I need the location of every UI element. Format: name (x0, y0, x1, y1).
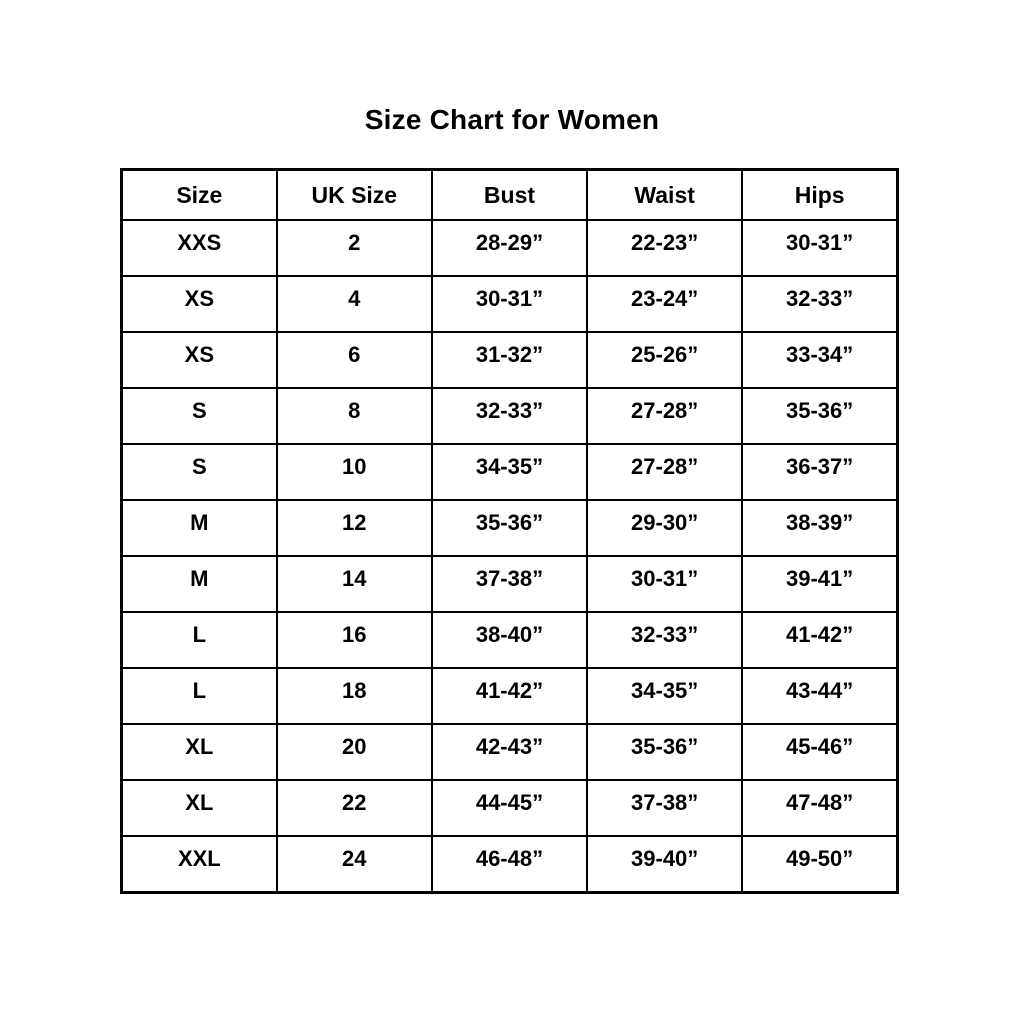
table-cell: 2 (275, 219, 433, 277)
table-cell: 34-35” (430, 443, 589, 501)
table-cell: 39-40” (586, 835, 744, 894)
table-cell: 27-28” (586, 387, 744, 445)
table-cell: 32-33” (741, 275, 899, 333)
table-cell: 35-36” (741, 387, 899, 445)
table-cell: 28-29” (430, 219, 589, 277)
table-cell: XL (120, 723, 278, 781)
table-cell: 49-50” (741, 835, 899, 894)
table-cell: 36-37” (741, 443, 899, 501)
table-header: Size UK Size Bust Waist Hips (120, 168, 899, 221)
table-cell: XS (120, 275, 278, 333)
table-cell: 22 (275, 779, 433, 837)
table-cell: 4 (275, 275, 433, 333)
table-cell: 10 (275, 443, 433, 501)
table-cell: M (120, 499, 278, 557)
table-row: XS 6 31-32” 25-26” 33-34” (120, 331, 899, 389)
table-cell: 37-38” (586, 779, 744, 837)
table-row: M 14 37-38” 30-31” 39-41” (120, 555, 899, 613)
table-cell: 20 (275, 723, 433, 781)
size-table-body: XXS 2 28-29” 22-23” 30-31” XS 4 30-31” 23-24” 32-… (120, 219, 899, 894)
table-cell: L (120, 667, 278, 725)
table-cell: 38-39” (741, 499, 899, 557)
table-cell: 38-40” (430, 611, 589, 669)
table-row: S 8 32-33” 27-28” 35-36” (120, 387, 899, 445)
column-header-uk-size: UK Size (275, 168, 433, 221)
table-cell: 44-45” (430, 779, 589, 837)
table-row: S 10 34-35” 27-28” 36-37” (120, 443, 899, 501)
table-cell: XXS (120, 219, 278, 277)
table-row: XL 20 42-43” 35-36” 45-46” (120, 723, 899, 781)
column-header-bust: Bust (430, 168, 589, 221)
table-cell: 22-23” (586, 219, 744, 277)
table-cell: 24 (275, 835, 433, 894)
table-header-row: Size UK Size Bust Waist Hips (120, 168, 899, 221)
table-cell: 25-26” (586, 331, 744, 389)
table-cell: 31-32” (430, 331, 589, 389)
table-cell: 47-48” (741, 779, 899, 837)
table-cell: 35-36” (430, 499, 589, 557)
page-title: Size Chart for Women (364, 104, 660, 135)
table-cell: XL (120, 779, 278, 837)
table-cell: S (120, 443, 278, 501)
table-row: XXS 2 28-29” 22-23” 30-31” (120, 219, 899, 277)
table-cell: 45-46” (741, 723, 899, 781)
table-cell: 30-31” (741, 219, 899, 277)
table-cell: 8 (275, 387, 433, 445)
table-cell: 12 (275, 499, 433, 557)
table-row: L 16 38-40” 32-33” 41-42” (120, 611, 899, 669)
table-cell: 34-35” (586, 667, 744, 725)
table-row: XXL 24 46-48” 39-40” 49-50” (120, 835, 899, 894)
table-cell: 16 (275, 611, 433, 669)
table-cell: 33-34” (741, 331, 899, 389)
table-cell: M (120, 555, 278, 613)
table-cell: XS (120, 331, 278, 389)
size-chart-table: Size UK Size Bust Waist Hips XXS 2 28-29” 2… (120, 168, 899, 894)
table-cell: 23-24” (586, 275, 744, 333)
table-cell: 39-41” (741, 555, 899, 613)
table-cell: 32-33” (430, 387, 589, 445)
table-cell: 43-44” (741, 667, 899, 725)
column-header-hips: Hips (741, 168, 899, 221)
table-cell: 42-43” (430, 723, 589, 781)
table-cell: L (120, 611, 278, 669)
table-cell: 41-42” (430, 667, 589, 725)
table-cell: 35-36” (586, 723, 744, 781)
table-cell: 30-31” (430, 275, 589, 333)
table-row: XL 22 44-45” 37-38” 47-48” (120, 779, 899, 837)
table-row: XS 4 30-31” 23-24” 32-33” (120, 275, 899, 333)
table-row: M 12 35-36” 29-30” 38-39” (120, 499, 899, 557)
table-cell: S (120, 387, 278, 445)
table-cell: 27-28” (586, 443, 744, 501)
table-cell: 41-42” (741, 611, 899, 669)
table-cell: 18 (275, 667, 433, 725)
table-cell: 29-30” (586, 499, 744, 557)
column-header-waist: Waist (586, 168, 744, 221)
table-cell: 30-31” (586, 555, 744, 613)
table-cell: 37-38” (430, 555, 589, 613)
table-cell: 14 (275, 555, 433, 613)
table-cell: 32-33” (586, 611, 744, 669)
table-cell: 46-48” (430, 835, 589, 894)
table-cell: 6 (275, 331, 433, 389)
table-row: L 18 41-42” 34-35” 43-44” (120, 667, 899, 725)
table-cell: XXL (120, 835, 278, 894)
column-header-size: Size (120, 168, 278, 221)
